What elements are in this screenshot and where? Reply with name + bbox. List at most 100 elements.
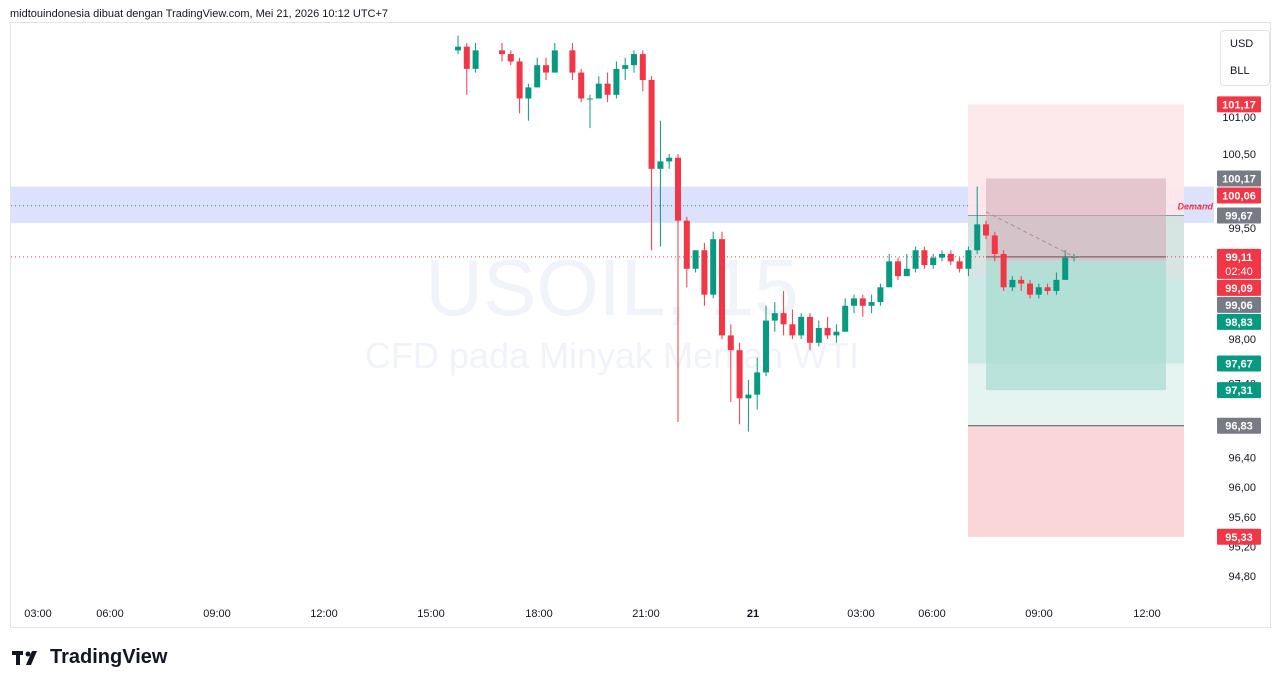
candle-body[interactable] xyxy=(983,224,989,236)
candle-body[interactable] xyxy=(613,68,620,95)
candle-body[interactable] xyxy=(701,250,708,295)
candle-body[interactable] xyxy=(798,316,805,336)
price-label-badge xyxy=(1217,382,1261,399)
y-tick-label: 101,00 xyxy=(1222,112,1256,124)
candle-body[interactable] xyxy=(683,220,690,269)
candle-body[interactable] xyxy=(1071,256,1077,258)
candle-body[interactable] xyxy=(525,87,532,99)
candle-body[interactable] xyxy=(974,224,981,251)
candle-body[interactable] xyxy=(965,250,972,269)
price-label-text: 100,06 xyxy=(1222,190,1256,202)
candle-body[interactable] xyxy=(771,313,778,321)
candle-body[interactable] xyxy=(675,157,681,221)
price-label-badge xyxy=(1217,279,1261,296)
short-position-target-zone[interactable] xyxy=(986,260,1166,391)
x-tick-label: 12:00 xyxy=(1133,608,1161,620)
candle-body[interactable] xyxy=(886,261,893,288)
price-label-text: 97,67 xyxy=(1225,359,1253,371)
y-tick-label: 96,40 xyxy=(1228,453,1256,465)
candle-body[interactable] xyxy=(851,298,857,306)
price-label-text: 99,11 xyxy=(1226,252,1253,264)
candle-body[interactable] xyxy=(551,50,558,73)
candle-body[interactable] xyxy=(842,305,849,332)
candle-body[interactable] xyxy=(754,372,761,395)
candle-body[interactable] xyxy=(815,327,822,343)
candle-body[interactable] xyxy=(534,65,541,88)
candle-body[interactable] xyxy=(569,50,576,73)
price-countdown-text: 02:40 xyxy=(1225,266,1253,278)
price-label-text: 96,83 xyxy=(1225,421,1253,433)
x-tick-label: 06:00 xyxy=(918,608,946,620)
candle-body[interactable] xyxy=(719,239,725,336)
candle-body[interactable] xyxy=(595,83,602,99)
candle-body[interactable] xyxy=(463,46,470,69)
candle-body[interactable] xyxy=(947,253,954,262)
candle-body[interactable] xyxy=(763,320,769,373)
candle-body[interactable] xyxy=(578,72,585,99)
price-label-text: 99,09 xyxy=(1225,283,1253,295)
candle-body[interactable] xyxy=(543,65,549,73)
x-tick-label: 12:00 xyxy=(310,608,338,620)
candle-body[interactable] xyxy=(1053,279,1060,291)
candle-body[interactable] xyxy=(455,46,461,51)
candle-body[interactable] xyxy=(472,50,479,69)
candle-body[interactable] xyxy=(991,235,998,254)
y-tick-label: 100,50 xyxy=(1222,149,1256,161)
x-tick-label: 09:00 xyxy=(203,608,231,620)
candle-body[interactable] xyxy=(727,335,734,351)
candle-body[interactable] xyxy=(789,324,796,336)
candle-body[interactable] xyxy=(516,61,523,99)
candle-body[interactable] xyxy=(780,313,787,325)
x-tick-label: 03:00 xyxy=(847,608,875,620)
candle-body[interactable] xyxy=(710,239,717,295)
currency-usd[interactable]: USD xyxy=(1230,38,1254,50)
candle-body[interactable] xyxy=(903,268,910,277)
tradingview-logo[interactable]: TradingView xyxy=(12,646,167,669)
candle-body[interactable] xyxy=(622,65,629,69)
short-position-stop-zone[interactable] xyxy=(986,178,1166,261)
unit-bll[interactable]: BLL xyxy=(1230,65,1250,77)
candle-body[interactable] xyxy=(930,257,937,266)
candle-body[interactable] xyxy=(1044,287,1051,291)
price-label-text: 95,33 xyxy=(1225,532,1253,544)
candle-body[interactable] xyxy=(1018,279,1025,284)
price-label-text: 99,67 xyxy=(1225,210,1253,222)
candle-body[interactable] xyxy=(736,350,743,399)
price-label-badge xyxy=(1217,248,1261,279)
candle-body[interactable] xyxy=(1035,287,1042,295)
candle-body[interactable] xyxy=(1009,279,1016,288)
candle-body[interactable] xyxy=(692,250,699,269)
candle-body[interactable] xyxy=(657,161,664,169)
candle-body[interactable] xyxy=(666,157,673,162)
candle-body[interactable] xyxy=(877,287,884,303)
candle-body[interactable] xyxy=(859,298,866,306)
candle-body[interactable] xyxy=(912,250,919,269)
candle-body[interactable] xyxy=(807,316,813,343)
y-tick-label: 95,60 xyxy=(1228,512,1256,524)
candle-body[interactable] xyxy=(1027,283,1033,295)
candle-body[interactable] xyxy=(824,327,831,336)
candle-body[interactable] xyxy=(587,98,593,100)
candle-body[interactable] xyxy=(1062,257,1069,280)
currency-unit-box[interactable]: USD BLL xyxy=(1220,30,1270,86)
tradingview-logo-icon xyxy=(12,650,37,665)
candle-body[interactable] xyxy=(745,394,752,399)
candle-body[interactable] xyxy=(1000,253,1007,288)
watermark-description: CFD pada Minyak Mentah WTI xyxy=(365,335,859,376)
long-position-stop-zone[interactable] xyxy=(968,425,1184,537)
price-label-badge xyxy=(1217,207,1261,224)
candle-body[interactable] xyxy=(604,83,611,95)
candle-body[interactable] xyxy=(921,250,928,266)
candle-body[interactable] xyxy=(507,54,514,62)
candle-body[interactable] xyxy=(631,54,637,66)
candle-body[interactable] xyxy=(639,54,646,80)
candle-body[interactable] xyxy=(648,79,655,169)
candle-body[interactable] xyxy=(833,331,840,336)
candle-body[interactable] xyxy=(868,302,875,306)
x-tick-label: 03:00 xyxy=(24,608,52,620)
candle-body[interactable] xyxy=(895,261,901,277)
candle-body[interactable] xyxy=(499,50,505,55)
candle-body[interactable] xyxy=(956,261,963,269)
candle-body[interactable] xyxy=(939,253,945,258)
